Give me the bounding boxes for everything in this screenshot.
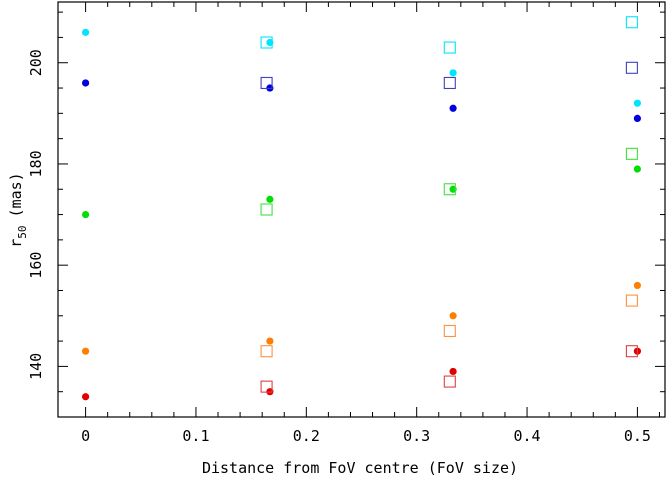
data-point-square (443, 183, 456, 196)
y-axis-label: r50 (mas) (7, 172, 29, 247)
data-point-circle (633, 165, 642, 173)
data-point-square (625, 16, 638, 29)
x-tick-label: 0.5 (624, 427, 651, 445)
data-point-square (443, 76, 456, 90)
plot-frame (57, 1, 666, 418)
y-axis-label-main: r (7, 239, 25, 248)
data-point-circle (81, 210, 90, 219)
data-point-circle (449, 69, 457, 77)
y-axis-label-subscript: 50 (16, 225, 29, 238)
data-point-circle (81, 393, 90, 401)
x-tick-label: 0.4 (513, 427, 540, 445)
data-point-square (443, 375, 456, 388)
data-point-circle (81, 79, 90, 87)
data-point-circle (266, 195, 274, 203)
x-tick-label: 0 (81, 427, 90, 445)
y-tick-label: 200 (27, 49, 45, 76)
y-axis-label-unit: (mas) (7, 172, 25, 217)
x-tick-label: 0.3 (403, 427, 430, 445)
data-point-square (625, 345, 638, 358)
data-point-square (625, 61, 638, 74)
data-point-square (443, 324, 456, 338)
y-tick-label: 180 (27, 150, 45, 177)
y-tick-label: 140 (27, 353, 45, 380)
data-points (81, 16, 642, 401)
y-tick-label: 160 (27, 252, 45, 279)
data-point-square (260, 203, 273, 216)
data-point-square (443, 41, 456, 54)
axis-tick-labels: 0 0.1 0.2 0.3 0.4 0.5 140 160 180 200 (27, 49, 651, 445)
data-point-square (260, 76, 273, 90)
data-point-circle (266, 337, 274, 345)
data-point-square (260, 380, 273, 393)
data-point-circle (633, 114, 642, 123)
data-point-circle (449, 312, 457, 320)
axis-ticks (58, 2, 665, 418)
x-tick-label: 0.2 (293, 427, 320, 445)
data-point-circle (633, 99, 642, 107)
data-point-circle (449, 367, 457, 376)
data-point-circle (81, 28, 90, 36)
data-point-square (260, 36, 273, 49)
data-point-square (625, 294, 638, 307)
data-point-circle (449, 104, 457, 112)
data-point-circle (633, 281, 642, 290)
data-point-square (625, 147, 638, 160)
data-point-square (260, 345, 273, 358)
x-axis-label: Distance from FoV centre (FoV size) (202, 459, 518, 477)
data-point-circle (81, 347, 90, 355)
x-tick-label: 0.1 (182, 427, 209, 445)
